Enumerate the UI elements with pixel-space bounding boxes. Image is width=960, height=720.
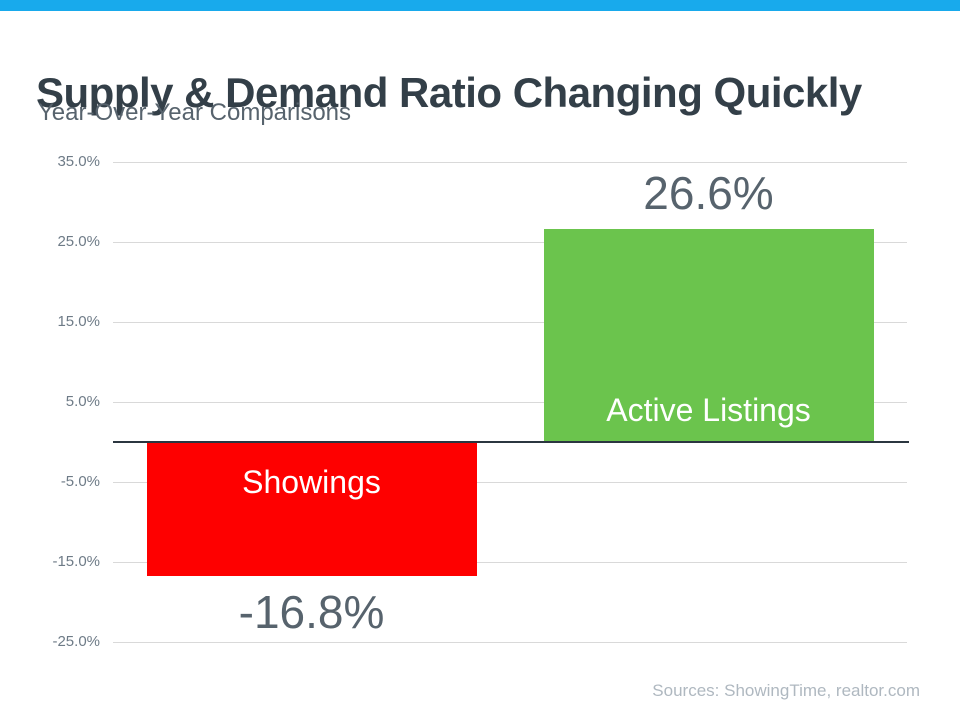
y-axis-tick-label: -5.0% <box>60 473 100 490</box>
accent-top-bar <box>0 0 960 11</box>
bar-label-active-listings: Active Listings <box>606 392 811 428</box>
gridline <box>113 482 907 483</box>
gridline <box>113 322 907 323</box>
page-title: Supply & Demand Ratio Changing Quickly <box>36 69 862 117</box>
page-subtitle: Year-Over-Year Comparisons <box>38 99 352 126</box>
y-axis-tick-label: 15.0% <box>57 313 100 330</box>
y-axis-tick-label: 35.0% <box>57 153 100 170</box>
gridline <box>113 162 907 163</box>
gridline <box>113 402 907 403</box>
bar-value-active-listings: 26.6% <box>643 167 774 220</box>
bar-showings <box>146 442 477 577</box>
bar-value-showings: -16.8% <box>238 586 385 639</box>
gridline <box>113 562 907 563</box>
zero-axis-line <box>113 441 909 443</box>
gridline <box>113 642 907 643</box>
sources-note: Sources: ShowingTime, realtor.com <box>652 681 920 700</box>
y-axis-tick-label: -15.0% <box>52 553 100 570</box>
bar-label-showings: Showings <box>242 464 381 500</box>
gridline <box>113 242 907 243</box>
y-axis-tick-label: 5.0% <box>65 393 100 410</box>
bar-active-listings <box>543 229 874 442</box>
y-axis-tick-label: 25.0% <box>57 233 100 250</box>
y-axis-tick-label: -25.0% <box>52 633 100 650</box>
